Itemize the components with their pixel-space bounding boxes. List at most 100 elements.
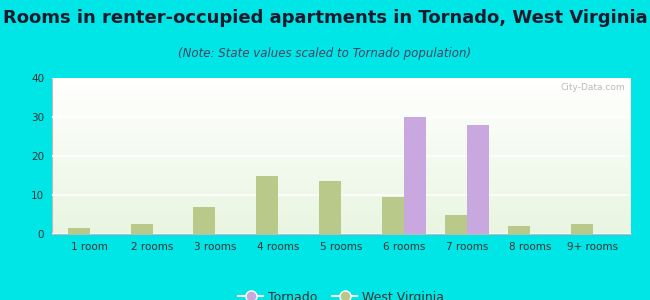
Bar [382,197,404,234]
Bar [52,173,630,174]
Bar [52,127,630,128]
Bar [52,118,630,119]
Text: (Note: State values scaled to Tornado population): (Note: State values scaled to Tornado po… [179,46,471,59]
Bar [52,87,630,88]
Bar [52,78,630,79]
Bar [52,116,630,117]
Bar [52,158,630,159]
Bar [52,156,630,157]
Bar [52,109,630,110]
Bar [404,117,426,234]
Bar [52,120,630,121]
Bar [52,139,630,140]
Bar [52,216,630,217]
Bar [52,100,630,101]
Bar [52,180,630,181]
Bar [52,137,630,138]
Bar [52,189,630,190]
Bar [52,193,630,194]
Bar [52,194,630,195]
Bar [52,147,630,148]
Bar [52,84,630,85]
Bar [52,151,630,152]
Bar [52,113,630,114]
Bar [52,132,630,133]
Bar [52,117,630,118]
Bar [52,228,630,229]
Bar [52,126,630,127]
Bar [52,124,630,125]
Bar [52,202,630,203]
Bar [52,86,630,87]
Bar [508,226,530,234]
Bar [52,91,630,92]
Bar [52,214,630,215]
Bar [52,231,630,232]
Text: Rooms in renter-occupied apartments in Tornado, West Virginia: Rooms in renter-occupied apartments in T… [3,9,647,27]
Bar [52,123,630,124]
Bar [52,184,630,185]
Bar [52,207,630,208]
Bar [52,225,630,226]
Bar [52,104,630,105]
Bar [52,146,630,147]
Bar [52,170,630,171]
Bar [52,172,630,173]
Bar [52,94,630,95]
Bar [52,187,630,188]
Bar [52,223,630,224]
Bar [52,141,630,142]
Bar [571,224,593,234]
Bar [52,168,630,169]
Bar [52,190,630,191]
Bar [52,153,630,154]
Bar [52,135,630,136]
Bar [52,138,630,139]
Bar [52,79,630,80]
Bar [52,160,630,161]
Bar [52,167,630,168]
Bar [52,85,630,86]
Bar [52,220,630,221]
Bar [52,82,630,83]
Bar [52,140,630,141]
Bar [52,204,630,205]
Bar [52,133,630,134]
Bar [52,203,630,204]
Bar [52,150,630,151]
Bar [52,145,630,146]
Bar [52,106,630,107]
Bar [52,175,630,176]
Bar [52,97,630,98]
Legend: Tornado, West Virginia: Tornado, West Virginia [233,286,449,300]
Bar [52,107,630,108]
Bar [52,201,630,202]
Bar [52,221,630,222]
Bar [52,121,630,122]
Bar [52,209,630,210]
Bar [52,164,630,165]
Bar [52,83,630,84]
Bar [52,217,630,218]
Bar [52,212,630,213]
Bar [52,115,630,116]
Bar [52,218,630,219]
Bar [52,176,630,177]
Bar [52,179,630,180]
Bar [52,198,630,199]
Bar [52,233,630,234]
Bar [52,213,630,214]
Bar [52,157,630,158]
Bar [52,92,630,93]
Bar [52,191,630,192]
Bar [52,210,630,211]
Bar [52,96,630,97]
Bar [52,114,630,115]
Bar [52,166,630,167]
Bar [52,98,630,99]
Bar [52,224,630,225]
Bar [52,122,630,123]
Bar [52,195,630,196]
Bar [194,207,216,234]
Bar [52,200,630,201]
